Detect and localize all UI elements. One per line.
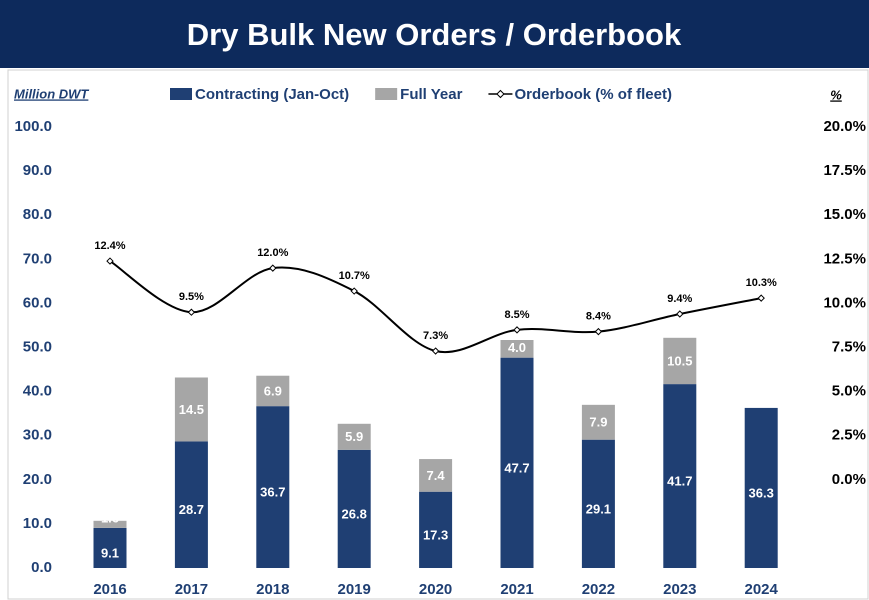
- point-marker: [431, 347, 440, 355]
- y-tick-label: 30.0: [23, 427, 52, 444]
- y2-tick-label: 0.0%: [832, 471, 866, 488]
- point-marker: [594, 327, 603, 336]
- point-marker: [757, 294, 765, 302]
- bar: [337, 449, 371, 568]
- bar: [581, 404, 615, 440]
- title-band: [0, 0, 869, 68]
- y-axis-label: Million DWT: [14, 86, 89, 101]
- x-tick-label: 2017: [175, 581, 208, 598]
- x-tick-label: 2018: [256, 581, 289, 598]
- data-label: 10.3%: [746, 277, 777, 289]
- y-tick-label: 70.0: [23, 250, 52, 267]
- y2-tick-label: 7.5%: [832, 338, 866, 355]
- point-marker: [106, 257, 114, 265]
- bar: [93, 520, 127, 528]
- y-tick-label: 60.0: [23, 294, 52, 311]
- y2-tick-label: 5.0%: [832, 383, 866, 400]
- y-tick-label: 40.0: [23, 383, 52, 400]
- data-label: 9.4%: [667, 293, 692, 305]
- data-label: 12.0%: [257, 247, 288, 259]
- bar: [174, 441, 208, 568]
- point-marker: [676, 310, 684, 318]
- y-tick-label: 100.0: [14, 118, 52, 135]
- legend-swatch-marker: [496, 89, 505, 99]
- bar: [337, 423, 371, 450]
- data-label: 5.9: [345, 429, 363, 444]
- data-label: 4.0: [508, 340, 526, 355]
- y2-tick-label: 12.5%: [823, 250, 866, 267]
- y-tick-label: 0.0: [31, 559, 52, 576]
- bar: [419, 491, 453, 568]
- data-label: 1.6: [101, 510, 119, 525]
- x-tick-label: 2022: [582, 581, 615, 598]
- line: [109, 260, 762, 354]
- legend-label: Orderbook (% of fleet): [514, 86, 672, 103]
- bar: [500, 340, 534, 358]
- bar: [419, 459, 453, 492]
- data-label: 41.7: [667, 473, 692, 488]
- legend-label: Full Year: [400, 86, 462, 103]
- chart-frame: [7, 69, 869, 600]
- y-tick-label: 20.0: [23, 471, 52, 488]
- data-label: 29.1: [586, 501, 611, 516]
- point-marker: [350, 287, 358, 295]
- data-label: 7.4: [427, 468, 446, 483]
- data-label: 9.1: [101, 545, 119, 560]
- point-marker: [187, 308, 196, 316]
- bar: [256, 375, 290, 407]
- chart-title: Dry Bulk New Orders / Orderbook: [187, 17, 682, 52]
- data-label: 10.5: [667, 353, 692, 368]
- bar: [256, 406, 290, 568]
- data-label: 7.3%: [423, 330, 448, 342]
- data-label: 26.8: [342, 506, 367, 521]
- x-tick-label: 2023: [663, 581, 696, 598]
- bar: [500, 357, 534, 568]
- bar: [663, 384, 697, 568]
- bar: [581, 439, 615, 568]
- bar: [744, 407, 778, 568]
- data-label: 28.7: [179, 502, 204, 517]
- x-tick-label: 2020: [419, 581, 452, 598]
- data-label: 8.4%: [586, 311, 611, 323]
- x-tick-label: 2019: [338, 581, 371, 598]
- y-tick-label: 90.0: [23, 162, 52, 179]
- point-marker: [513, 326, 521, 334]
- data-label: 8.5%: [504, 309, 529, 321]
- legend-swatch: [375, 88, 398, 100]
- bar: [93, 527, 127, 568]
- data-label: 7.9: [589, 415, 607, 430]
- y2-tick-label: 10.0%: [823, 294, 866, 311]
- data-label: 36.7: [260, 485, 285, 500]
- bar: [663, 337, 697, 385]
- data-label: 9.5%: [179, 291, 204, 303]
- y2-tick-label: 17.5%: [823, 162, 866, 179]
- y2-tick-label: 15.0%: [823, 206, 866, 223]
- y2-tick-label: 2.5%: [832, 427, 866, 444]
- data-label: 47.7: [504, 460, 529, 475]
- data-label: 6.9: [264, 383, 282, 398]
- x-tick-label: 2016: [93, 581, 126, 598]
- data-label: 12.4%: [94, 240, 125, 252]
- bar: [174, 377, 208, 442]
- x-tick-label: 2021: [500, 581, 533, 598]
- data-label: 14.5: [179, 402, 204, 417]
- point-marker: [269, 264, 277, 272]
- data-label: 36.3: [749, 485, 774, 500]
- data-label: 17.3: [423, 527, 448, 542]
- legend-swatch: [170, 88, 192, 100]
- data-label: 10.7%: [339, 270, 370, 282]
- y-tick-label: 80.0: [23, 206, 52, 223]
- y2-tick-label: 20.0%: [823, 118, 866, 135]
- y-tick-label: 50.0: [23, 338, 52, 355]
- legend-label: Contracting (Jan-Oct): [195, 86, 349, 103]
- y-tick-label: 10.0: [23, 515, 52, 532]
- x-tick-label: 2024: [745, 581, 779, 598]
- y2-axis-label: %: [830, 87, 842, 102]
